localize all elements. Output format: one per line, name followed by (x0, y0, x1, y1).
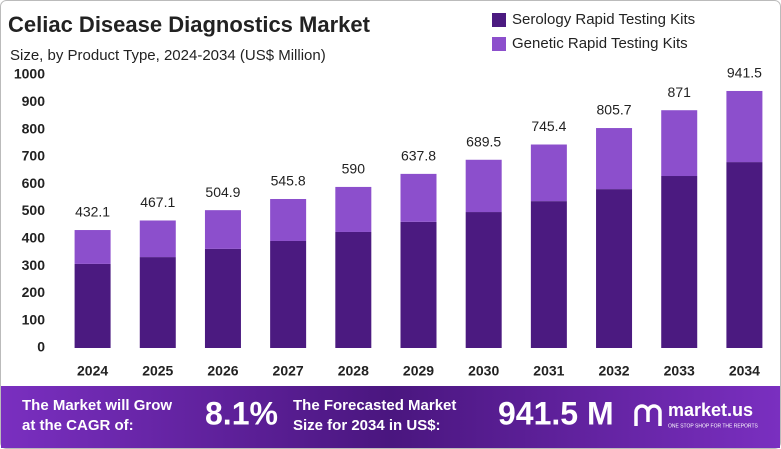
bar-segment (661, 176, 698, 348)
bar-segment (530, 144, 567, 202)
y-tick-label: 900 (22, 93, 46, 109)
bar-segment (335, 186, 372, 232)
footer-background (1, 386, 780, 448)
bar-segment (139, 220, 176, 258)
footer-text: The Forecasted Market (293, 397, 456, 414)
bar-segment (335, 231, 372, 348)
brand-logo (634, 404, 662, 426)
bar-segment (465, 159, 502, 213)
value-label: 871 (668, 84, 692, 100)
bar-segment (465, 212, 502, 348)
bar-segment (270, 198, 307, 241)
y-tick-label: 0 (37, 339, 45, 355)
bar-segment (400, 173, 437, 222)
footer-text: The Market will Grow (22, 397, 172, 414)
bar-segment (726, 90, 763, 163)
value-label: 467.1 (140, 194, 175, 210)
bar-segment (270, 240, 307, 348)
value-label: 637.8 (401, 148, 436, 164)
y-tick-label: 1000 (14, 66, 45, 82)
value-label: 432.1 (75, 204, 110, 220)
y-tick-label: 700 (22, 148, 46, 164)
value-label: 941.5 (727, 65, 762, 81)
legend-swatch (492, 37, 506, 51)
legend-label: Serology Rapid Testing Kits (512, 11, 695, 28)
bar-segment (74, 230, 111, 264)
x-tick-label: 2028 (338, 363, 369, 379)
value-label: 805.7 (597, 102, 632, 118)
x-tick-label: 2024 (77, 363, 108, 379)
y-tick-label: 500 (22, 202, 46, 218)
x-tick-label: 2027 (273, 363, 304, 379)
bar-segment (596, 189, 633, 348)
brand-name: market.us (668, 400, 753, 420)
value-label: 545.8 (271, 173, 306, 189)
value-label: 745.4 (531, 118, 566, 134)
bar-segment (74, 263, 111, 348)
y-tick-label: 300 (22, 257, 46, 273)
footer-text: Size for 2034 in US$: (293, 417, 441, 434)
legend-swatch (492, 13, 506, 27)
bar-segment (530, 201, 567, 348)
footer-banner: The Market will Grow at the CAGR of: 8.1… (1, 386, 780, 448)
y-tick-label: 600 (22, 175, 46, 191)
x-tick-label: 2025 (142, 363, 173, 379)
bar-segment (400, 221, 437, 348)
x-tick-label: 2026 (207, 363, 238, 379)
brand-tagline: ONE STOP SHOP FOR THE REPORTS (668, 423, 759, 429)
bar-segment (726, 162, 763, 348)
bar-segment (661, 110, 698, 177)
bar-segment (596, 128, 633, 190)
chart-title: Celiac Disease Diagnostics Market (8, 12, 371, 37)
footer-text: at the CAGR of: (22, 417, 134, 434)
x-tick-label: 2034 (729, 363, 760, 379)
y-tick-label: 100 (22, 311, 46, 327)
x-tick-label: 2033 (664, 363, 695, 379)
x-tick-label: 2030 (468, 363, 499, 379)
chart-subtitle: Size, by Product Type, 2024-2034 (US$ Mi… (10, 47, 326, 64)
x-tick-label: 2031 (533, 363, 564, 379)
y-tick-label: 400 (22, 230, 46, 246)
legend-label: Genetic Rapid Testing Kits (512, 35, 688, 52)
value-label: 504.9 (205, 184, 240, 200)
y-tick-label: 800 (22, 120, 46, 136)
bar-segment (139, 257, 176, 348)
bar-segment (204, 248, 241, 348)
bar-segment (204, 210, 241, 249)
value-label: 590 (342, 161, 366, 177)
y-tick-label: 200 (22, 284, 46, 300)
x-tick-label: 2032 (598, 363, 629, 379)
value-label: 689.5 (466, 133, 501, 149)
footer-value: 941.5 M (498, 395, 614, 431)
footer-value: 8.1% (205, 395, 278, 431)
x-tick-label: 2029 (403, 363, 434, 379)
